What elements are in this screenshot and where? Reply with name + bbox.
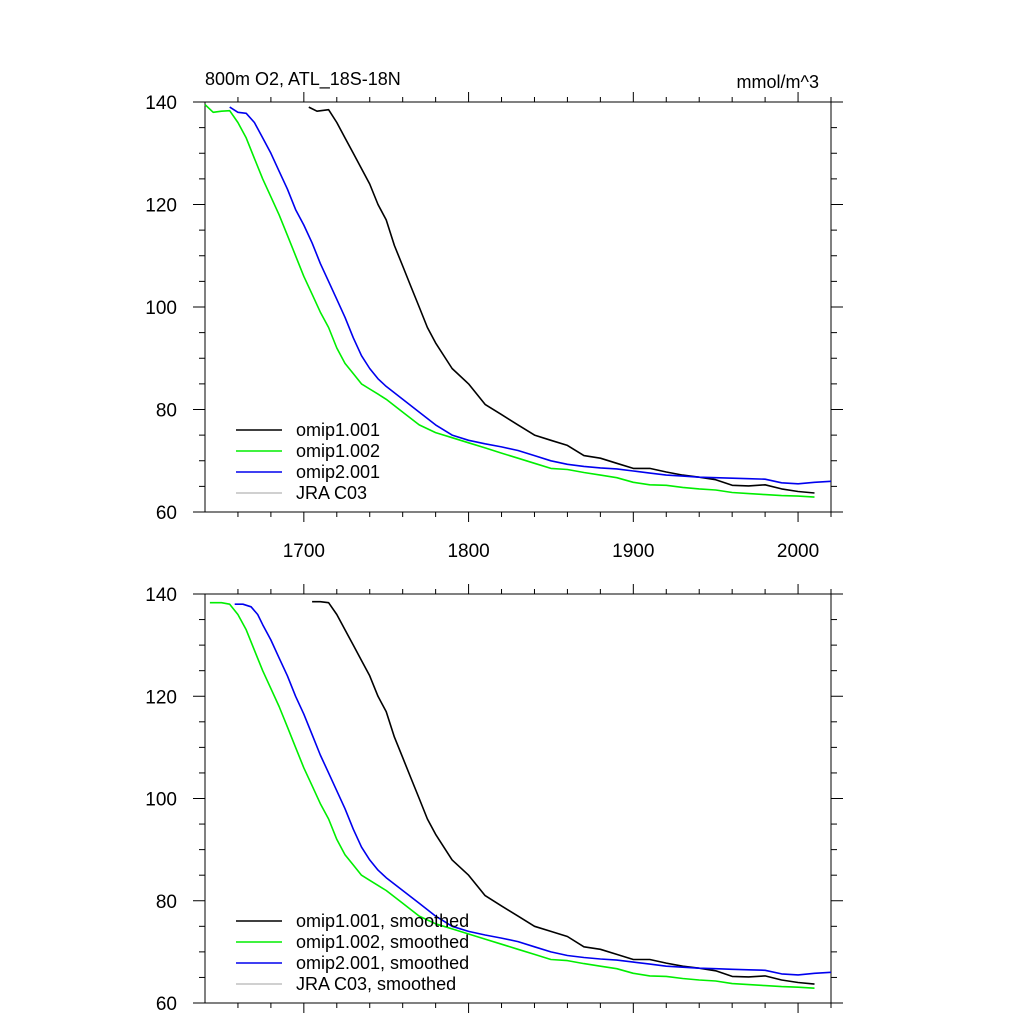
x-tick-label: 1800 xyxy=(447,541,489,562)
chart-title: 800m O2, ATL_18S-18N xyxy=(205,69,401,90)
y-tick-label: 120 xyxy=(145,687,177,708)
x-tick-label: 1700 xyxy=(283,541,325,562)
y-tick-label: 120 xyxy=(145,196,177,217)
x-tick-label: 1900 xyxy=(612,541,654,562)
legend-label: omip2.001, smoothed xyxy=(296,953,469,973)
series-line-3 xyxy=(229,106,832,485)
series-line-2 xyxy=(209,601,815,989)
chart-panel-1: 1700 1800 1900 2000 60 80 100 120 140 800m O2, AT… xyxy=(145,69,843,562)
series-line-1 xyxy=(312,600,815,985)
units-label: mmol/m^3 xyxy=(737,72,819,92)
y-tick-label: 80 xyxy=(156,892,177,913)
chart-panel-2: 60 80 100 120 140 omip1.001, smoothedomip1.00… xyxy=(145,584,843,1015)
y-tick-label: 100 xyxy=(145,298,177,319)
series-line-1 xyxy=(308,106,815,494)
series-line-3 xyxy=(234,603,832,976)
x-tick-label: 2000 xyxy=(777,541,819,562)
series-line-2 xyxy=(204,104,815,498)
legend-label: omip1.002 xyxy=(296,441,380,461)
y-tick-label: 80 xyxy=(156,401,177,422)
legend-label: omip1.001, smoothed xyxy=(296,911,469,931)
legend-label: JRA C03 xyxy=(296,483,367,503)
y-tick-label: 140 xyxy=(145,585,177,606)
y-tick-label: 140 xyxy=(145,93,177,114)
y-tick-label: 60 xyxy=(156,994,177,1015)
legend-label: omip2.001 xyxy=(296,462,380,482)
legend-label: JRA C03, smoothed xyxy=(296,974,456,994)
y-tick-label: 60 xyxy=(156,503,177,524)
y-tick-label: 100 xyxy=(145,790,177,811)
legend-label: omip1.002, smoothed xyxy=(296,932,469,952)
legend-label: omip1.001 xyxy=(296,420,380,440)
